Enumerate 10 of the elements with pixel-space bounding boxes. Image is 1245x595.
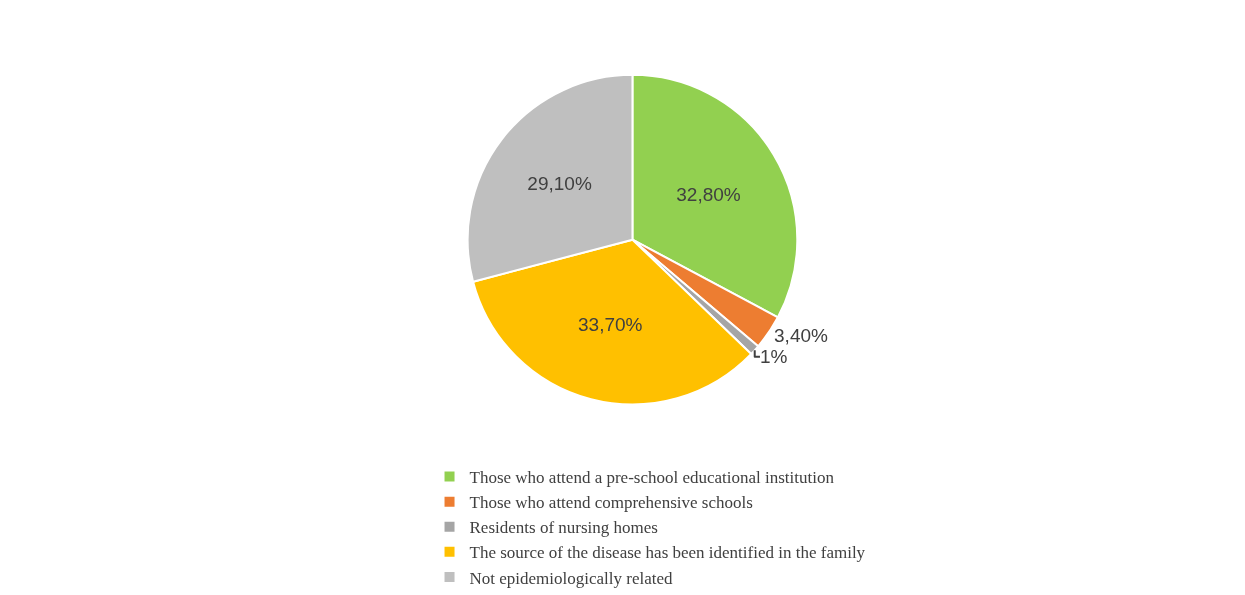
legend-label: Not epidemiologically related <box>469 568 674 588</box>
legend-label: Those who attend a pre-school educational institution <box>469 468 835 488</box>
data-label: 33,70% <box>578 314 643 336</box>
data-label: 1% <box>759 346 788 368</box>
legend-label: Those who attend comprehensive schools <box>469 493 753 513</box>
data-label: 3,40% <box>774 325 829 347</box>
legend-label: Residents of nursing homes <box>469 518 658 538</box>
legend-label: The source of the disease has been identified in the family <box>469 543 866 563</box>
data-label: 29,10% <box>527 173 592 195</box>
data-label: 32,80% <box>676 183 741 205</box>
